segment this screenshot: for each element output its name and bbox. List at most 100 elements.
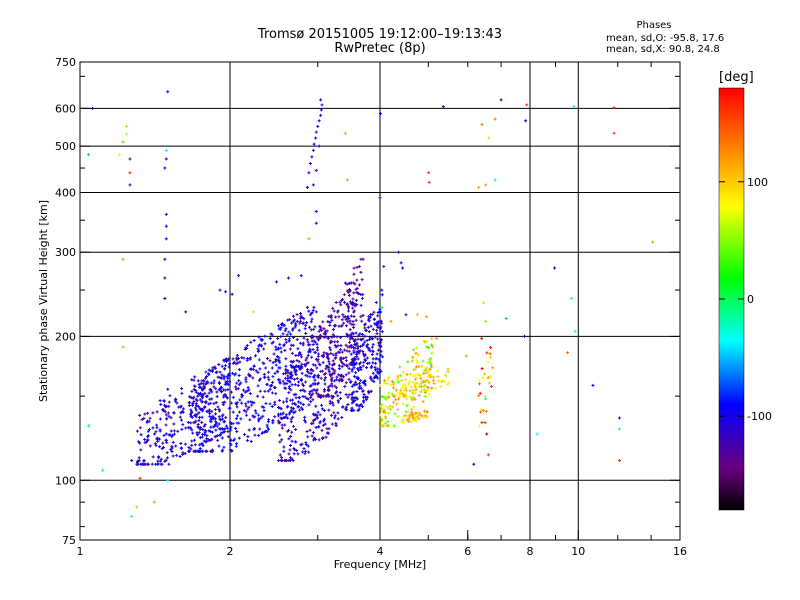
data-point <box>336 310 340 314</box>
data-point <box>230 292 234 296</box>
data-point <box>407 382 411 386</box>
data-point <box>237 410 241 414</box>
data-point <box>283 329 287 333</box>
data-point <box>226 430 230 434</box>
data-point <box>175 401 179 405</box>
data-point <box>363 334 367 338</box>
data-point <box>194 390 198 394</box>
data-point <box>333 369 337 373</box>
data-point <box>553 266 557 270</box>
data-point <box>315 388 319 392</box>
data-point <box>351 360 355 364</box>
data-point <box>283 386 287 390</box>
data-point <box>191 404 195 408</box>
data-point <box>320 354 324 358</box>
data-point <box>352 291 356 295</box>
data-point <box>328 346 332 350</box>
data-point <box>225 375 229 379</box>
data-point <box>300 362 304 366</box>
data-point <box>288 410 292 414</box>
data-point <box>159 403 163 407</box>
data-point <box>318 413 322 417</box>
data-point <box>263 334 267 338</box>
data-point <box>573 329 577 333</box>
data-point <box>365 356 369 360</box>
data-point <box>423 409 427 413</box>
data-point <box>179 446 183 450</box>
data-point <box>190 428 194 432</box>
data-point <box>214 428 218 432</box>
data-point <box>401 392 405 396</box>
data-point <box>91 106 95 110</box>
data-point <box>254 411 258 415</box>
data-point <box>307 450 311 454</box>
data-point <box>489 355 493 359</box>
data-point <box>418 412 422 416</box>
data-point <box>314 426 318 430</box>
data-point <box>321 394 325 398</box>
data-point <box>370 378 374 382</box>
data-point <box>373 368 377 372</box>
data-point <box>261 414 265 418</box>
data-point <box>296 405 300 409</box>
data-point <box>287 458 291 462</box>
data-point <box>227 357 231 361</box>
colorbar-tick-label: 0 <box>747 293 754 306</box>
data-point <box>292 377 296 381</box>
data-point <box>175 453 179 457</box>
data-point <box>216 438 220 442</box>
data-point <box>239 417 243 421</box>
data-point <box>139 448 143 452</box>
data-point <box>247 405 251 409</box>
data-point <box>307 371 311 375</box>
data-point <box>486 453 490 457</box>
data-point <box>349 333 353 337</box>
data-point <box>570 297 574 301</box>
data-point <box>163 410 167 414</box>
data-point <box>252 338 256 342</box>
data-point <box>246 386 250 390</box>
data-point <box>244 376 248 380</box>
data-point <box>198 443 202 447</box>
data-point <box>299 319 303 323</box>
data-point <box>287 437 291 441</box>
data-point <box>289 343 293 347</box>
data-point <box>321 436 325 440</box>
data-point <box>424 366 428 370</box>
data-point <box>301 388 305 392</box>
data-point <box>192 378 196 382</box>
data-point <box>154 443 158 447</box>
data-point <box>357 283 361 287</box>
data-point <box>400 379 404 383</box>
data-point <box>237 368 241 372</box>
data-point <box>316 124 320 128</box>
data-point <box>339 336 343 340</box>
data-point <box>396 391 400 395</box>
data-point <box>151 426 155 430</box>
data-point <box>380 330 384 334</box>
data-point <box>276 324 280 328</box>
data-point <box>398 393 402 397</box>
data-point <box>220 436 224 440</box>
data-point <box>591 383 595 387</box>
data-point <box>208 401 212 405</box>
data-point <box>225 424 229 428</box>
data-point <box>145 462 149 466</box>
data-point <box>336 417 340 421</box>
data-point <box>316 392 320 396</box>
data-point <box>229 428 233 432</box>
data-point <box>252 427 256 431</box>
data-point <box>305 356 309 360</box>
data-point <box>346 320 350 324</box>
data-point <box>535 432 539 436</box>
data-point <box>194 403 198 407</box>
data-point <box>335 378 339 382</box>
data-point <box>202 379 206 383</box>
data-point <box>235 414 239 418</box>
data-point <box>430 365 434 369</box>
data-point <box>234 444 238 448</box>
data-point <box>373 322 377 326</box>
data-point <box>249 439 253 443</box>
data-point <box>350 408 354 412</box>
data-point <box>374 375 378 379</box>
